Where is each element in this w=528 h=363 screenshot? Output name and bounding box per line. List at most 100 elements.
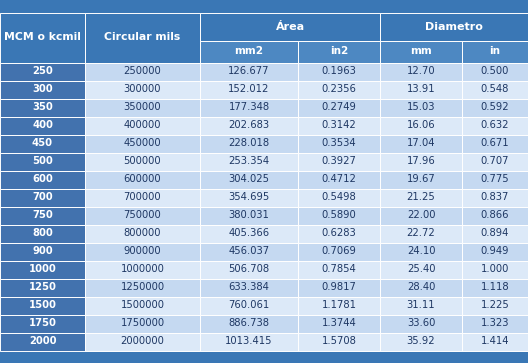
Text: 1.225: 1.225 [480, 301, 510, 310]
Bar [380, 242, 462, 261]
Text: 0.3927: 0.3927 [322, 156, 356, 167]
Text: 13.91: 13.91 [407, 85, 435, 94]
Text: 152.012: 152.012 [228, 85, 270, 94]
Text: 1500000: 1500000 [120, 301, 165, 310]
Text: 633.384: 633.384 [229, 282, 269, 293]
Text: 0.894: 0.894 [481, 228, 509, 238]
Text: 700000: 700000 [124, 192, 162, 203]
Text: 750000: 750000 [124, 211, 162, 220]
Bar [0, 188, 85, 207]
Text: 228.018: 228.018 [229, 139, 270, 148]
Text: 0.7069: 0.7069 [322, 246, 356, 257]
Bar [200, 261, 298, 278]
Text: 15.03: 15.03 [407, 102, 435, 113]
Bar [200, 224, 298, 242]
Text: 1.3744: 1.3744 [322, 318, 356, 329]
Bar [0, 224, 85, 242]
Bar [85, 333, 200, 351]
Bar [85, 278, 200, 297]
Text: 0.949: 0.949 [481, 246, 509, 257]
Bar [462, 81, 528, 98]
Bar [0, 62, 85, 81]
Bar [0, 278, 85, 297]
Text: 16.06: 16.06 [407, 121, 435, 131]
Bar [462, 171, 528, 188]
Text: 1500: 1500 [29, 301, 56, 310]
Text: 126.677: 126.677 [228, 66, 270, 77]
Bar [298, 188, 380, 207]
Bar [380, 278, 462, 297]
Bar [462, 41, 528, 62]
Bar [0, 81, 85, 98]
Text: 800: 800 [32, 228, 53, 238]
Bar [380, 171, 462, 188]
Bar [0, 12, 85, 62]
Bar [298, 117, 380, 135]
Text: 19.67: 19.67 [407, 175, 436, 184]
Text: 1.000: 1.000 [481, 265, 509, 274]
Text: 450: 450 [32, 139, 53, 148]
Text: 1750: 1750 [29, 318, 56, 329]
Bar [85, 81, 200, 98]
Text: 900: 900 [32, 246, 53, 257]
Bar [85, 135, 200, 152]
Bar [380, 314, 462, 333]
Text: 0.837: 0.837 [481, 192, 509, 203]
Bar [298, 333, 380, 351]
Bar [200, 242, 298, 261]
Bar [298, 98, 380, 117]
Bar [85, 314, 200, 333]
Text: 1013.415: 1013.415 [225, 337, 273, 347]
Text: 456.037: 456.037 [229, 246, 270, 257]
Bar [298, 242, 380, 261]
Bar [200, 81, 298, 98]
Bar [380, 152, 462, 171]
Text: 354.695: 354.695 [229, 192, 270, 203]
Text: 500000: 500000 [124, 156, 162, 167]
Text: 17.04: 17.04 [407, 139, 435, 148]
Bar [85, 12, 200, 62]
Bar [380, 188, 462, 207]
Text: 253.354: 253.354 [229, 156, 270, 167]
Bar [0, 117, 85, 135]
Text: 886.738: 886.738 [229, 318, 269, 329]
Text: 600: 600 [32, 175, 53, 184]
Text: 0.3534: 0.3534 [322, 139, 356, 148]
Text: 300: 300 [32, 85, 53, 94]
Bar [200, 152, 298, 171]
Bar [462, 224, 528, 242]
Text: 0.592: 0.592 [480, 102, 510, 113]
Text: 25.40: 25.40 [407, 265, 435, 274]
Text: 1.414: 1.414 [481, 337, 509, 347]
Bar [0, 297, 85, 314]
Text: 400: 400 [32, 121, 53, 131]
Bar [298, 41, 380, 62]
Text: 33.60: 33.60 [407, 318, 435, 329]
Text: 1000: 1000 [29, 265, 56, 274]
Bar [200, 333, 298, 351]
Text: 700: 700 [32, 192, 53, 203]
Bar [85, 261, 200, 278]
Text: 250000: 250000 [124, 66, 162, 77]
Bar [85, 62, 200, 81]
Text: 350000: 350000 [124, 102, 162, 113]
Text: 202.683: 202.683 [229, 121, 270, 131]
Text: 0.671: 0.671 [480, 139, 510, 148]
Bar [298, 207, 380, 224]
Bar [200, 188, 298, 207]
Text: 2000: 2000 [29, 337, 56, 347]
Bar [200, 297, 298, 314]
Bar [200, 135, 298, 152]
Text: Área: Área [276, 21, 305, 32]
Bar [462, 62, 528, 81]
Text: Circular mils: Circular mils [105, 33, 181, 42]
Bar [380, 12, 528, 41]
Bar [85, 117, 200, 135]
Bar [298, 135, 380, 152]
Text: 0.1963: 0.1963 [322, 66, 356, 77]
Text: 1.323: 1.323 [481, 318, 509, 329]
Bar [85, 207, 200, 224]
Text: 750: 750 [32, 211, 53, 220]
Bar [0, 242, 85, 261]
Text: in2: in2 [330, 46, 348, 57]
